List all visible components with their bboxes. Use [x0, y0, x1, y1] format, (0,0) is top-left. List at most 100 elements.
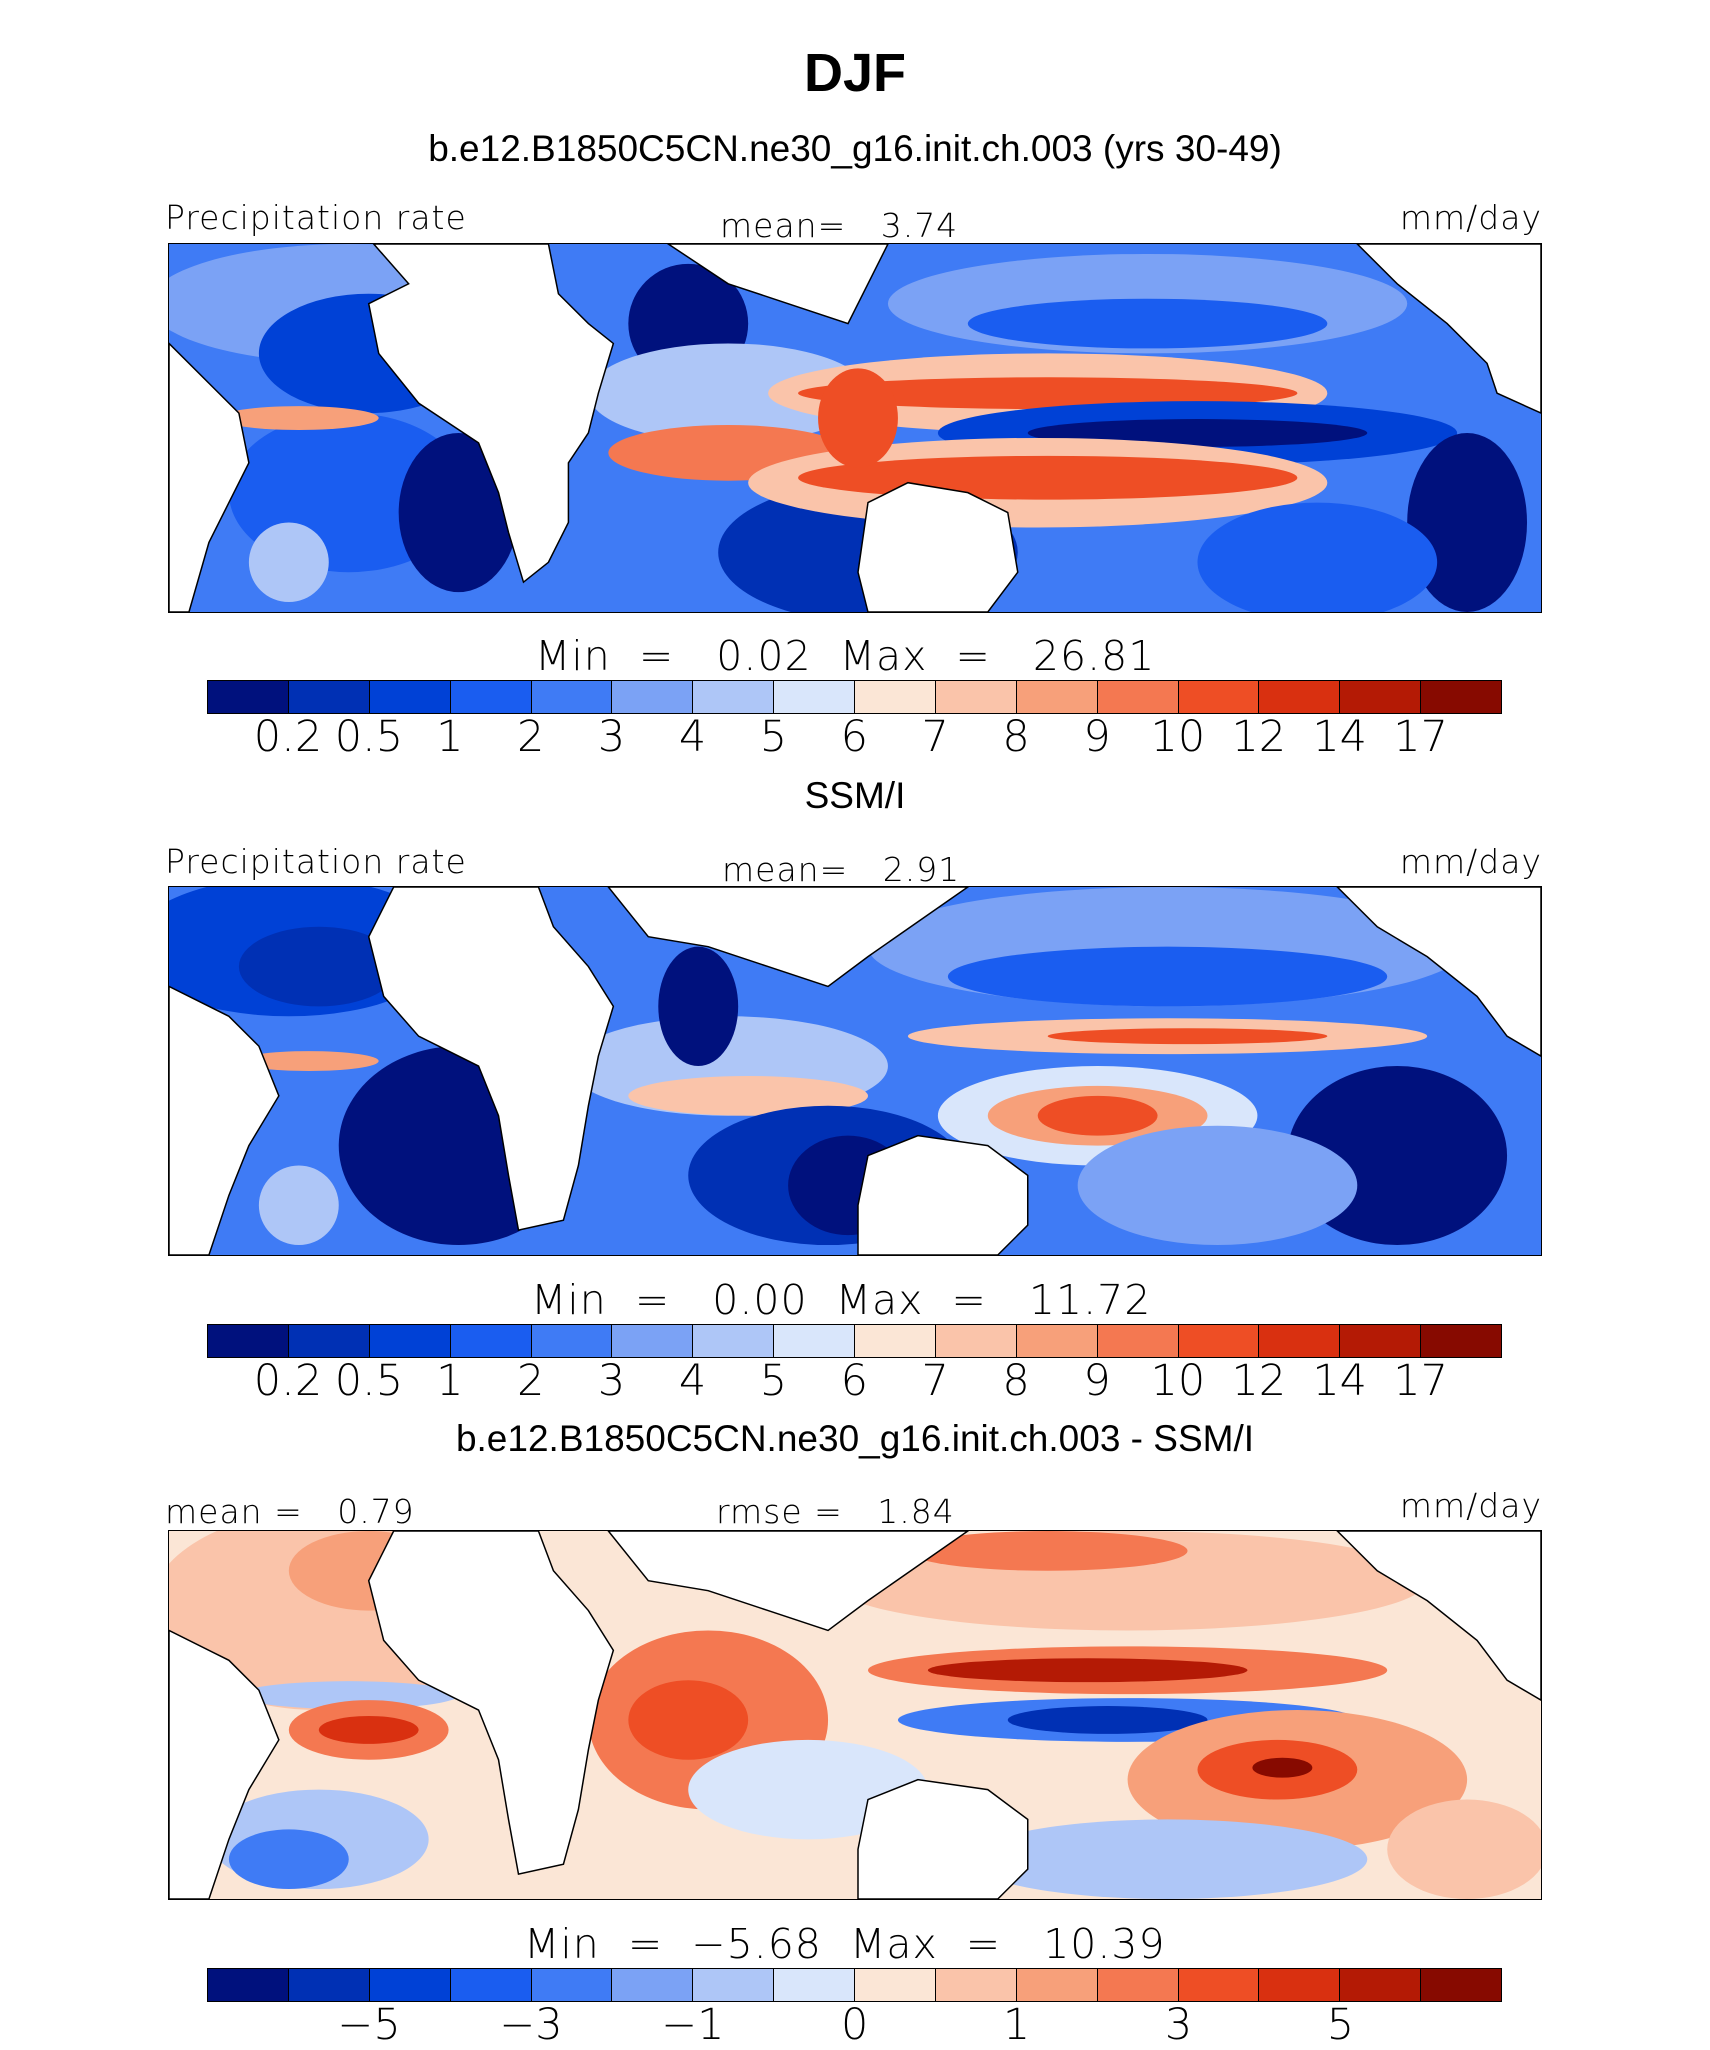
panel-1-colorbar — [207, 680, 1502, 714]
colorbar-tick-label: 3 — [597, 712, 626, 762]
colorbar-tick-label: 0.5 — [334, 712, 404, 762]
figure-title: DJF — [803, 43, 906, 103]
panel-2-map — [168, 886, 1542, 1256]
colorbar-tick-label: 17 — [1393, 1356, 1448, 1406]
colorbar-tick-label: 5 — [1326, 2000, 1355, 2050]
panel-3-map-svg — [169, 1531, 1541, 1899]
colorbar-swatch — [1259, 1325, 1341, 1357]
colorbar-swatch — [369, 1969, 451, 2001]
colorbar-swatch — [774, 1325, 855, 1357]
panel-3-colorbar — [207, 1968, 1502, 2002]
panel-1-left-label: Precipitation rate — [165, 198, 467, 237]
colorbar-swatch — [1340, 1325, 1422, 1357]
colorbar-tick-label: −5 — [337, 2000, 401, 2050]
colorbar-swatch — [612, 681, 694, 713]
colorbar-swatch — [288, 681, 370, 713]
colorbar-tick-label: 6 — [840, 1356, 868, 1406]
colorbar-tick-label: 9 — [1083, 1356, 1111, 1406]
colorbar-swatch — [450, 1969, 532, 2001]
panel-2-subtitle: SSM/I — [804, 775, 906, 816]
colorbar-swatch — [1259, 681, 1341, 713]
colorbar-tick-label: 0.2 — [253, 1356, 323, 1406]
panel-2-colorbar — [207, 1324, 1502, 1358]
colorbar-tick-label: 2 — [517, 1356, 545, 1406]
colorbar-swatch — [774, 1969, 855, 2001]
colorbar-swatch — [935, 681, 1017, 713]
colorbar-swatch — [531, 1325, 613, 1357]
panel-2-min-max: Min = 0.00 Max = 11.72 — [531, 1276, 1152, 1324]
panel-2-units: mm/day — [1399, 842, 1542, 881]
colorbar-tick-label: 14 — [1312, 712, 1368, 762]
colorbar-swatch — [612, 1969, 694, 2001]
panel-1-colorbar-ticks: 0.2 0.5 1 2 3 4 5 6 7 8 9 10 12 14 17 — [207, 712, 1502, 762]
colorbar-tick-label: 1 — [436, 712, 464, 762]
panel-2-left-label: Precipitation rate — [165, 842, 467, 881]
colorbar-swatch — [450, 681, 532, 713]
colorbar-tick-label: 12 — [1231, 712, 1287, 762]
colorbar-swatch — [1097, 1325, 1179, 1357]
colorbar-swatch — [208, 681, 289, 713]
colorbar-tick-label: 5 — [759, 1356, 788, 1406]
colorbar-tick-label: 10 — [1150, 712, 1206, 762]
colorbar-tick-label: 7 — [921, 1356, 949, 1406]
colorbar-tick-label: 1 — [1002, 2000, 1031, 2050]
panel-2-map-svg — [169, 887, 1541, 1255]
colorbar-swatch — [1178, 681, 1260, 713]
panel-3-mean-label: mean = 0.79 — [165, 1492, 415, 1531]
colorbar-swatch — [1016, 1969, 1098, 2001]
colorbar-swatch — [208, 1969, 289, 2001]
colorbar-swatch — [288, 1325, 370, 1357]
colorbar-swatch — [1340, 681, 1422, 713]
panel-2-colorbar-ticks: 0.2 0.5 1 2 3 4 5 6 7 8 9 10 12 14 17 — [207, 1356, 1502, 1406]
colorbar-tick-label: 5 — [759, 712, 788, 762]
panel-2-mean-label: mean= 2.91 — [722, 850, 961, 889]
colorbar-tick-label: 0.2 — [253, 712, 323, 762]
colorbar-swatch — [855, 681, 936, 713]
colorbar-tick-label: 4 — [678, 1356, 707, 1406]
panel-1-map-svg — [169, 244, 1541, 612]
colorbar-swatch — [693, 1969, 775, 2001]
colorbar-swatch — [935, 1325, 1017, 1357]
colorbar-tick-label: 9 — [1083, 712, 1111, 762]
colorbar-tick-label: 10 — [1150, 1356, 1206, 1406]
colorbar-swatch — [693, 1325, 775, 1357]
colorbar-swatch — [612, 1325, 694, 1357]
colorbar-tick-label: 7 — [921, 712, 949, 762]
colorbar-tick-label: 3 — [597, 1356, 626, 1406]
colorbar-swatch — [531, 681, 613, 713]
colorbar-tick-label: 6 — [840, 712, 868, 762]
colorbar-tick-label: −3 — [499, 2000, 563, 2050]
colorbar-tick-label: 12 — [1231, 1356, 1287, 1406]
colorbar-swatch — [935, 1969, 1017, 2001]
colorbar-swatch — [1016, 1325, 1098, 1357]
colorbar-tick-label: 4 — [678, 712, 707, 762]
colorbar-swatch — [1340, 1969, 1422, 2001]
panel-3-min-max: Min = −5.68 Max = 10.39 — [524, 1920, 1166, 1968]
colorbar-swatch — [1178, 1969, 1260, 2001]
colorbar-swatch — [288, 1969, 370, 2001]
panel-1-min-max: Min = 0.02 Max = 26.81 — [535, 632, 1156, 680]
colorbar-tick-label: 2 — [517, 712, 545, 762]
colorbar-swatch — [208, 1325, 289, 1357]
colorbar-swatch — [369, 681, 451, 713]
colorbar-swatch — [531, 1969, 613, 2001]
panel-3-colorbar-ticks: −5 −3 −1 0 1 3 5 — [207, 2000, 1502, 2050]
colorbar-tick-label: −1 — [661, 2000, 725, 2050]
colorbar-tick-label: 1 — [436, 1356, 464, 1406]
panel-3-rmse-label: rmse = 1.84 — [716, 1492, 955, 1531]
colorbar-swatch — [1259, 1969, 1341, 2001]
colorbar-tick-label: 8 — [1002, 712, 1030, 762]
panel-1-units: mm/day — [1399, 198, 1542, 237]
panel-3-subtitle: b.e12.B1850C5CN.ne30_g16.init.ch.003 - S… — [455, 1418, 1255, 1459]
panel-3-map — [168, 1530, 1542, 1900]
colorbar-tick-label: 8 — [1002, 1356, 1030, 1406]
colorbar-tick-label: 3 — [1164, 2000, 1193, 2050]
colorbar-tick-label: 0 — [841, 2000, 869, 2050]
colorbar-swatch — [1097, 681, 1179, 713]
colorbar-swatch — [369, 1325, 451, 1357]
colorbar-swatch — [450, 1325, 532, 1357]
panel-3-units: mm/day — [1399, 1486, 1542, 1525]
colorbar-swatch — [774, 681, 855, 713]
colorbar-tick-label: 14 — [1312, 1356, 1368, 1406]
colorbar-swatch — [855, 1969, 936, 2001]
